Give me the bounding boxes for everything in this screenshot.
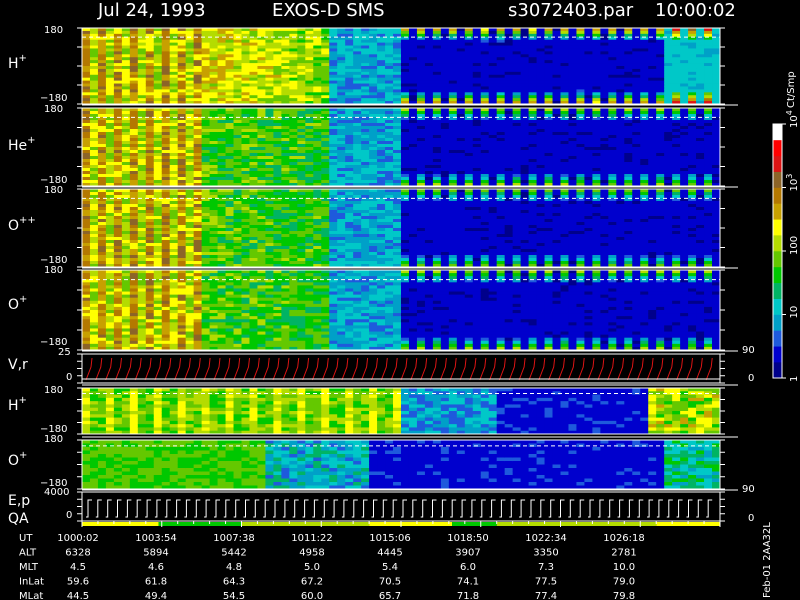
footer-cell-inlat-7: 79.0 <box>613 577 635 588</box>
footer-row-label-mlat: MLat <box>19 591 43 600</box>
footer-cell-mlt-2: 4.8 <box>226 562 242 573</box>
panel-4-ybot: −180 <box>40 337 67 348</box>
footer-cell-mlat-4: 65.7 <box>379 591 401 600</box>
panel-8-right-bot: 0 <box>748 513 754 524</box>
colorbar-tick-0: 1 <box>789 376 800 382</box>
footer-cell-alt-2: 5442 <box>221 548 246 559</box>
side-label: Feb-01 2AA32L <box>762 522 773 598</box>
footer-cell-ut-0: 1000:02 <box>57 533 99 544</box>
panel-frames <box>77 27 738 527</box>
panel-7-spectrogram <box>82 440 721 490</box>
panel-8-label-2: QA <box>8 511 29 527</box>
panel-5-spectrogram <box>82 357 720 381</box>
footer-cell-inlat-0: 59.6 <box>67 577 89 588</box>
panel-1-ybot: −180 <box>40 93 67 104</box>
footer-row-label-inlat: InLat <box>19 577 44 588</box>
panel-5-label: V,r <box>8 357 28 373</box>
footer-cell-ut-1: 1003:54 <box>135 533 177 544</box>
panel-1-ytop: 180 <box>44 25 63 36</box>
panel-2-spectrogram <box>82 108 721 187</box>
footer-cell-ut-3: 1011:22 <box>291 533 333 544</box>
panel-5-right-top: 90 <box>742 345 755 356</box>
footer-cell-alt-1: 5894 <box>143 548 168 559</box>
footer-cell-mlat-2: 54.5 <box>223 591 245 600</box>
panel-1-label: H+ <box>8 53 27 72</box>
panel-5-right-bot: 0 <box>748 373 754 384</box>
plot-time: 10:00:02 <box>655 0 736 21</box>
panel-2-label: He+ <box>8 135 36 154</box>
footer-cell-mlt-6: 7.3 <box>538 562 554 573</box>
footer-cell-alt-0: 6328 <box>65 548 90 559</box>
colorbar-tick-2: 100 <box>789 236 800 255</box>
spectrogram-panels <box>82 28 721 526</box>
panel-6-ybot: −180 <box>40 424 67 435</box>
panel-2-ybot: −180 <box>40 175 67 186</box>
footer-cell-ut-2: 1007:38 <box>213 533 255 544</box>
colorbar-unit: Ct/Smp <box>786 71 797 108</box>
footer-cell-alt-7: 2781 <box>611 548 636 559</box>
color-bar <box>772 123 783 379</box>
panel-4-ytop: 180 <box>44 265 63 276</box>
footer-cell-alt-4: 4445 <box>377 548 402 559</box>
footer-cell-alt-5: 3907 <box>455 548 480 559</box>
footer-cell-alt-3: 4958 <box>299 548 324 559</box>
footer-cell-ut-7: 1026:18 <box>603 533 645 544</box>
footer-cell-mlat-7: 79.8 <box>613 591 635 600</box>
panel-1-spectrogram <box>82 28 721 105</box>
panel-6-ytop: 180 <box>44 385 63 396</box>
panel-6-label: H+ <box>8 395 27 414</box>
footer-cell-mlt-1: 4.6 <box>148 562 164 573</box>
panel-2-ytop: 180 <box>44 104 63 115</box>
colorbar-ticks: 1 10 100 103 104 <box>782 110 800 382</box>
footer-cell-mlat-6: 77.4 <box>535 591 557 600</box>
colorbar-tick-1: 10 <box>789 306 800 319</box>
panel-6-spectrogram <box>82 388 721 435</box>
panel-7-ybot: −180 <box>40 478 67 489</box>
footer-cell-ut-6: 1022:34 <box>525 533 567 544</box>
colorbar-tick-4: 104 <box>785 110 800 128</box>
panel-8-ybot: 0 <box>66 510 72 521</box>
panel-3-ytop: 180 <box>44 185 63 196</box>
footer-cell-mlat-0: 44.5 <box>67 591 89 600</box>
footer-cell-mlt-7: 10.0 <box>613 562 635 573</box>
panel-3-ybot: −180 <box>40 255 67 266</box>
footer-row-label-ut: UT <box>19 533 33 544</box>
footer-cell-inlat-2: 64.3 <box>223 577 245 588</box>
footer-cell-inlat-6: 77.5 <box>535 577 557 588</box>
footer-cell-mlat-1: 49.4 <box>145 591 167 600</box>
footer-row-label-mlt: MLT <box>19 562 39 573</box>
panel-3-label: O++ <box>8 215 36 234</box>
footer-row-label-alt: ALT <box>19 548 37 559</box>
footer-cell-inlat-5: 74.1 <box>457 577 479 588</box>
panel-4-spectrogram <box>82 270 721 351</box>
panel-3-spectrogram <box>82 189 721 268</box>
panel-5-ytop: 25 <box>58 347 71 358</box>
footer-cell-inlat-3: 67.2 <box>301 577 323 588</box>
footer-cell-mlt-4: 5.4 <box>382 562 398 573</box>
panel-4-label: O+ <box>8 294 27 313</box>
footer-cell-inlat-4: 70.5 <box>379 577 401 588</box>
panel-7-label: O+ <box>8 450 27 469</box>
footer-cell-mlt-3: 5.0 <box>304 562 320 573</box>
panel-8-right-top: 90 <box>742 484 755 495</box>
footer-cell-mlat-3: 60.0 <box>301 591 323 600</box>
plot-file: s3072403.par <box>508 0 634 21</box>
footer-cell-ut-5: 1018:50 <box>447 533 489 544</box>
plot-instrument: EXOS-D SMS <box>272 0 385 21</box>
panel-7-ytop: 180 <box>44 434 63 445</box>
panel-8-ytop: 4000 <box>44 487 69 498</box>
footer-cell-mlt-5: 6.0 <box>460 562 476 573</box>
colorbar-tick-3: 103 <box>785 174 800 192</box>
footer-cell-alt-6: 3350 <box>533 548 558 559</box>
footer-cell-mlat-5: 71.8 <box>457 591 479 600</box>
footer-cell-inlat-1: 61.8 <box>145 577 167 588</box>
plot-date: Jul 24, 1993 <box>97 0 206 21</box>
panel-5-ybot: 0 <box>66 372 72 383</box>
panel-8-label-1: E,p <box>8 493 30 509</box>
footer-cell-mlt-0: 4.5 <box>70 562 86 573</box>
ephemeris-table: UT 1000:02 1003:54 1007:38 1011:22 1015:06 101… <box>19 533 645 600</box>
footer-cell-ut-4: 1015:06 <box>369 533 411 544</box>
